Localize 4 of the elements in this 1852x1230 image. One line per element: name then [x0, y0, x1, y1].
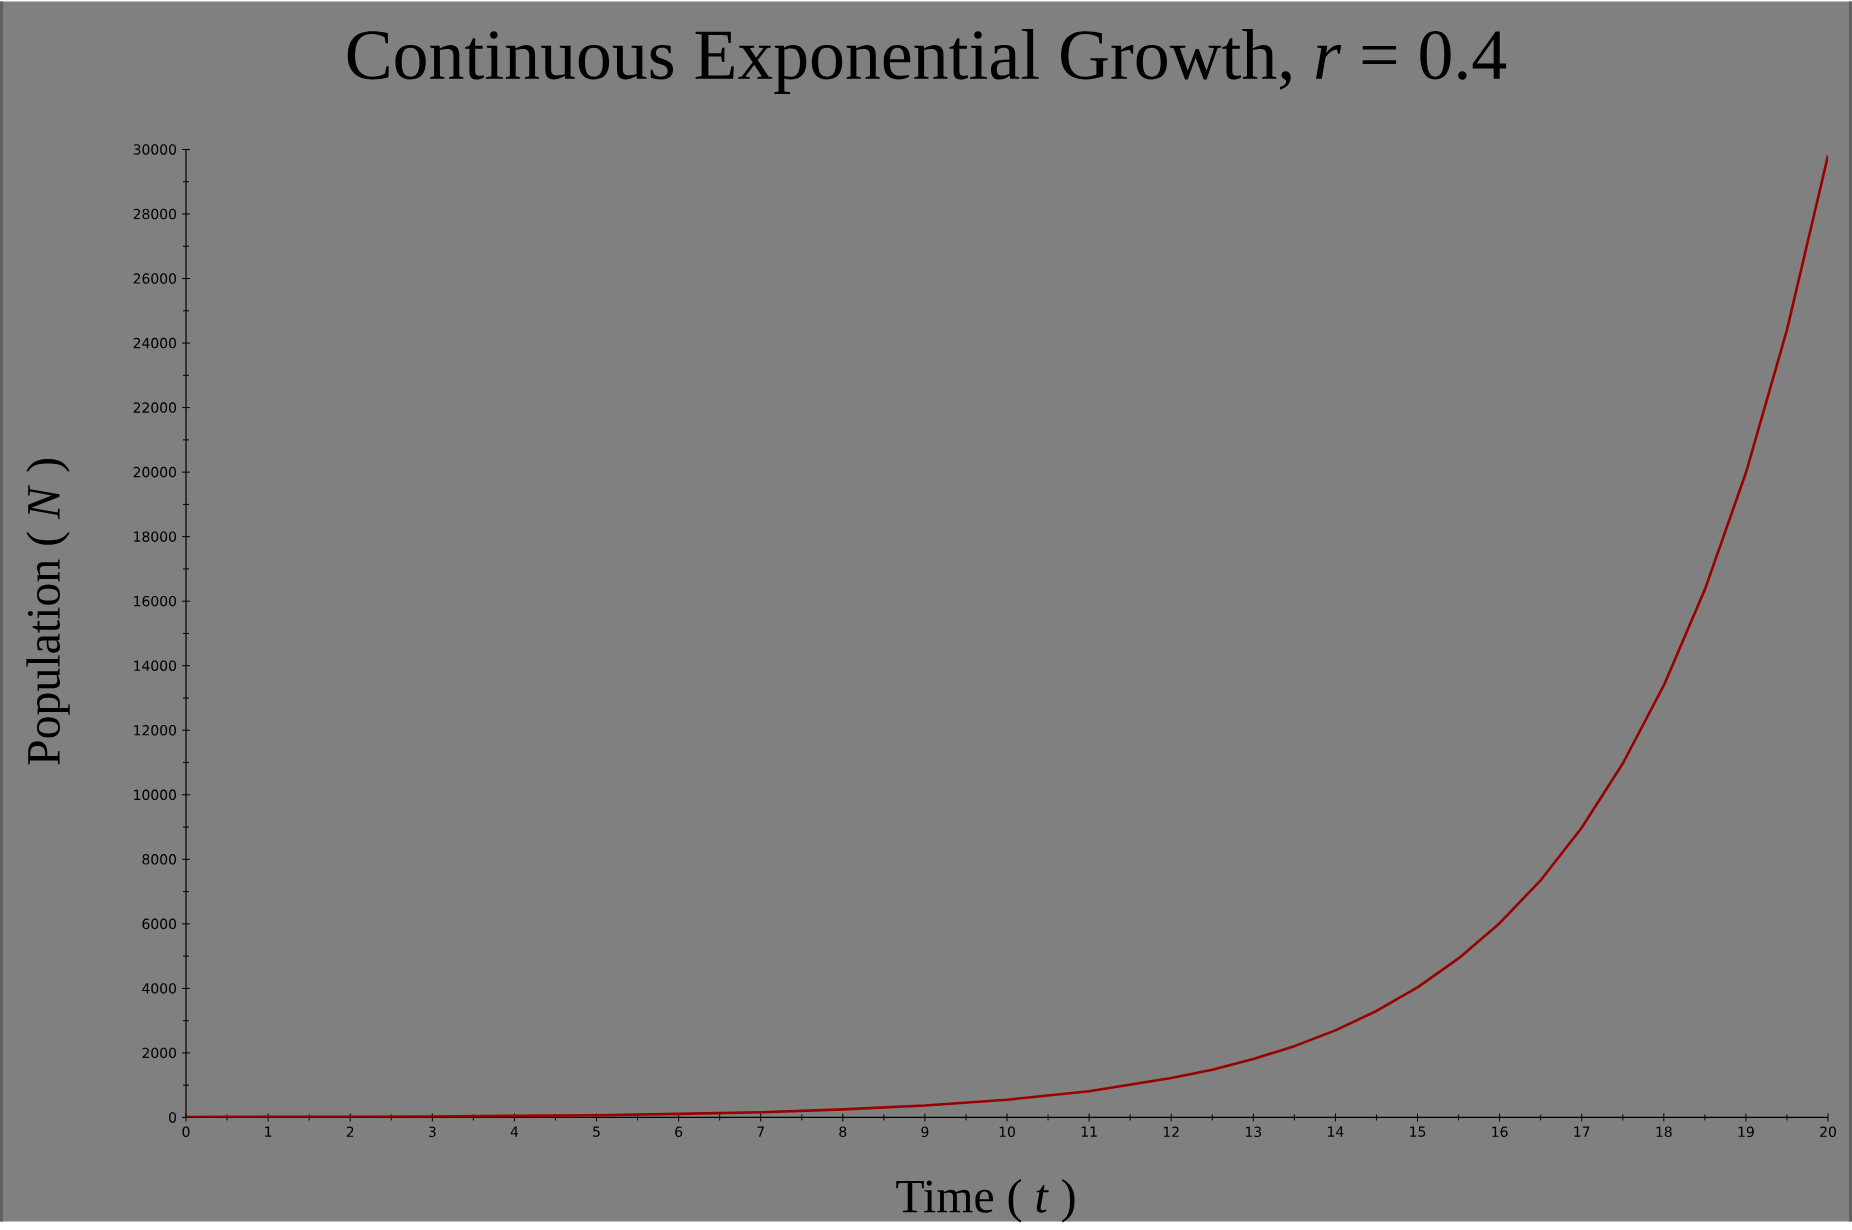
y-axis-title: Population ( N ) — [26, 459, 70, 766]
line-series — [186, 154, 1829, 1118]
chart-title: Continuous Exponential Growth, r = 0.4 — [347, 29, 1507, 95]
x-axis-title: Time ( t ) — [896, 1179, 1075, 1223]
